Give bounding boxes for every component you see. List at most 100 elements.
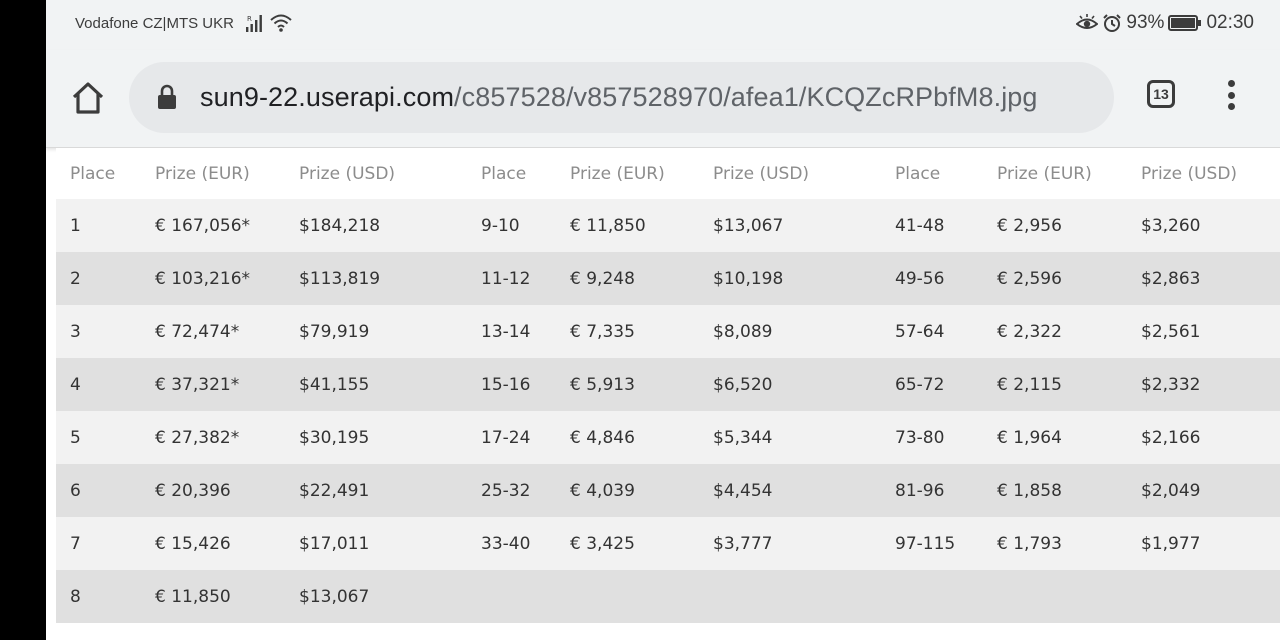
header-prize-eur: Prize (EUR)	[556, 148, 699, 199]
wifi-icon	[270, 14, 292, 32]
cell-place: 8	[56, 570, 141, 623]
status-bar: Vodafone CZ|MTS UKR R	[46, 0, 1280, 50]
table-row: 5 € 27,382* $30,195 17-24 € 4,846 $5,344 73-80…	[56, 411, 1280, 464]
url-text[interactable]: sun9-22.userapi.com/c857528/v857528970/a…	[200, 82, 1038, 113]
table-row: 4 € 37,321* $41,155 15-16 € 5,913 $6,520 65-72…	[56, 358, 1280, 411]
cell-prize-usd	[1127, 570, 1280, 623]
cell-prize-usd: $2,166	[1127, 411, 1280, 464]
eye-comfort-icon	[1076, 14, 1099, 29]
cell-prize-eur: € 1,964	[983, 411, 1127, 464]
cell-prize-eur: € 9,248	[556, 252, 699, 305]
status-right-group: 93% 02:30	[1076, 12, 1254, 34]
cell-prize-usd	[699, 570, 881, 623]
table-row: 3 € 72,474* $79,919 13-14 € 7,335 $8,089 57-64…	[56, 305, 1280, 358]
cell-prize-usd: $3,777	[699, 517, 881, 570]
svg-text:R: R	[247, 15, 252, 23]
signal-strength-icon: R	[246, 15, 262, 32]
cell-prize-usd: $113,819	[285, 252, 467, 305]
cell-prize-eur: € 15,426	[141, 517, 285, 570]
table-row: 7 € 15,426 $17,011 33-40 € 3,425 $3,777 97-115…	[56, 517, 1280, 570]
carrier-name: Vodafone CZ|MTS UKR	[75, 15, 234, 32]
home-icon[interactable]	[70, 80, 106, 116]
cell-place: 17-24	[467, 411, 556, 464]
cell-prize-eur: € 11,850	[556, 199, 699, 252]
cell-prize-eur: € 11,850	[141, 570, 285, 623]
cell-prize-usd: $184,218	[285, 199, 467, 252]
cell-prize-eur: € 167,056*	[141, 199, 285, 252]
cell-prize-eur: € 2,596	[983, 252, 1127, 305]
address-bar[interactable]: sun9-22.userapi.com/c857528/v857528970/a…	[129, 62, 1114, 133]
alarm-icon	[1103, 14, 1122, 32]
cell-place: 41-48	[881, 199, 983, 252]
cell-prize-usd: $1,977	[1127, 517, 1280, 570]
cell-place: 1	[56, 199, 141, 252]
cell-place: 65-72	[881, 358, 983, 411]
cell-prize-usd: $41,155	[285, 358, 467, 411]
cell-place: 9-10	[467, 199, 556, 252]
cell-place: 81-96	[881, 464, 983, 517]
cell-place: 2	[56, 252, 141, 305]
cell-prize-usd: $13,067	[699, 199, 881, 252]
cell-place: 57-64	[881, 305, 983, 358]
table-header-row: Place Prize (EUR) Prize (USD) Place Priz…	[56, 148, 1280, 199]
cell-prize-eur: € 20,396	[141, 464, 285, 517]
cell-prize-eur: € 3,425	[556, 517, 699, 570]
cell-place: 49-56	[881, 252, 983, 305]
header-place: Place	[467, 148, 556, 199]
cell-prize-usd: $8,089	[699, 305, 881, 358]
cell-prize-eur: € 5,913	[556, 358, 699, 411]
table-row: 2 € 103,216* $113,819 11-12 € 9,248 $10,198 49…	[56, 252, 1280, 305]
prize-table: Place Prize (EUR) Prize (USD) Place Priz…	[56, 148, 1280, 623]
header-place: Place	[881, 148, 983, 199]
cell-prize-usd: $2,332	[1127, 358, 1280, 411]
cell-prize-eur: € 27,382*	[141, 411, 285, 464]
battery-icon	[1168, 15, 1202, 31]
browser-toolbar: sun9-22.userapi.com/c857528/v857528970/a…	[46, 50, 1280, 148]
cell-prize-eur: € 1,793	[983, 517, 1127, 570]
table-row: 8 € 11,850 $13,067	[56, 570, 1280, 623]
url-host: sun9-22.userapi.com	[200, 82, 455, 112]
cell-place: 4	[56, 358, 141, 411]
cell-prize-eur: € 4,846	[556, 411, 699, 464]
phone-screen: Vodafone CZ|MTS UKR R	[46, 0, 1280, 640]
prize-table-body: 1 € 167,056* $184,218 9-10 € 11,850 $13,067 41…	[56, 199, 1280, 623]
cell-place: 73-80	[881, 411, 983, 464]
cell-prize-usd: $5,344	[699, 411, 881, 464]
header-prize-usd: Prize (USD)	[285, 148, 467, 199]
header-prize-eur: Prize (EUR)	[983, 148, 1127, 199]
left-black-bar	[0, 0, 46, 640]
cell-place: 5	[56, 411, 141, 464]
cell-prize-usd: $2,863	[1127, 252, 1280, 305]
cell-place: 13-14	[467, 305, 556, 358]
cell-prize-eur: € 103,216*	[141, 252, 285, 305]
cell-prize-usd: $2,049	[1127, 464, 1280, 517]
table-row: 1 € 167,056* $184,218 9-10 € 11,850 $13,067 41…	[56, 199, 1280, 252]
table-row: 6 € 20,396 $22,491 25-32 € 4,039 $4,454 81-96 €…	[56, 464, 1280, 517]
cell-place: 97-115	[881, 517, 983, 570]
cell-place	[467, 570, 556, 623]
cell-place	[881, 570, 983, 623]
cell-prize-eur	[556, 570, 699, 623]
cell-prize-usd: $2,561	[1127, 305, 1280, 358]
header-prize-eur: Prize (EUR)	[141, 148, 285, 199]
lock-icon	[158, 84, 176, 109]
battery-percentage: 93%	[1126, 12, 1165, 33]
more-menu-icon[interactable]	[1220, 80, 1242, 116]
header-prize-usd: Prize (USD)	[1127, 148, 1280, 199]
cell-prize-eur: € 7,335	[556, 305, 699, 358]
cell-place: 25-32	[467, 464, 556, 517]
cell-prize-usd: $3,260	[1127, 199, 1280, 252]
cell-prize-eur: € 2,956	[983, 199, 1127, 252]
cell-prize-eur: € 1,858	[983, 464, 1127, 517]
cell-prize-eur: € 2,322	[983, 305, 1127, 358]
cell-prize-eur: € 4,039	[556, 464, 699, 517]
cell-place: 33-40	[467, 517, 556, 570]
cell-prize-usd: $79,919	[285, 305, 467, 358]
cell-prize-usd: $13,067	[285, 570, 467, 623]
cell-place: 7	[56, 517, 141, 570]
tab-switcher-button[interactable]: 13	[1147, 80, 1175, 108]
cell-prize-eur: € 37,321*	[141, 358, 285, 411]
cell-place: 6	[56, 464, 141, 517]
cell-prize-usd: $6,520	[699, 358, 881, 411]
header-place: Place	[56, 148, 141, 199]
